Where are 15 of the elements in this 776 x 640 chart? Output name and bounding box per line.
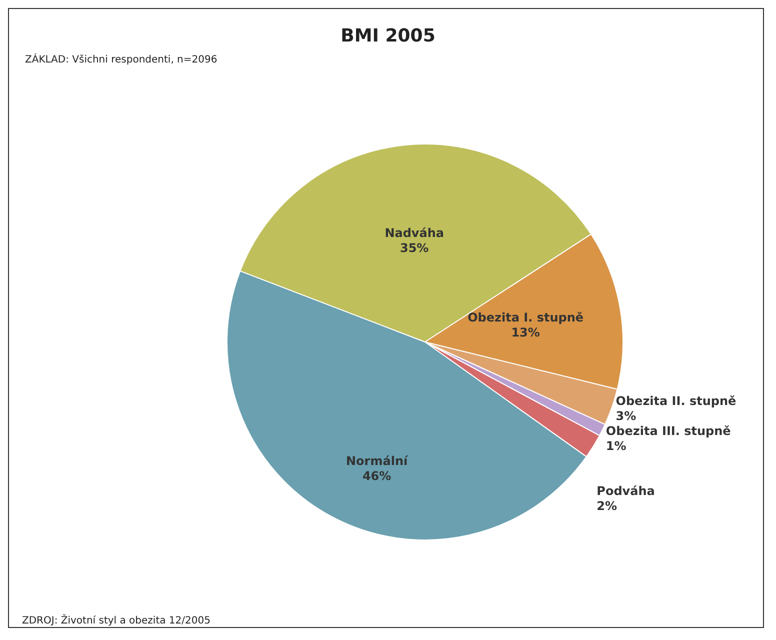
slice-label: Normální [346,454,408,468]
slice-label: Obezita III. stupně [606,424,731,438]
data-label: 2% [596,498,618,513]
data-label: 13% [511,325,540,340]
text: ZÁKLAD: Všichni respondenti, n=2096 [25,52,218,66]
text: ZDROJ: Životní styl a obezita 12/2005 [22,614,210,626]
data-label: 35% [400,241,429,256]
slice-label: Obezita II. stupně [616,394,736,408]
slice-label: Nadváha [384,226,444,240]
slice-label: Obezita I. stupně [468,310,584,324]
chart-title: BMI 2005 [340,26,436,46]
data-label: 3% [616,408,636,423]
slice-label: Podváha [596,484,655,498]
data-label: 46% [362,468,392,483]
data-label: 1% [606,438,626,453]
